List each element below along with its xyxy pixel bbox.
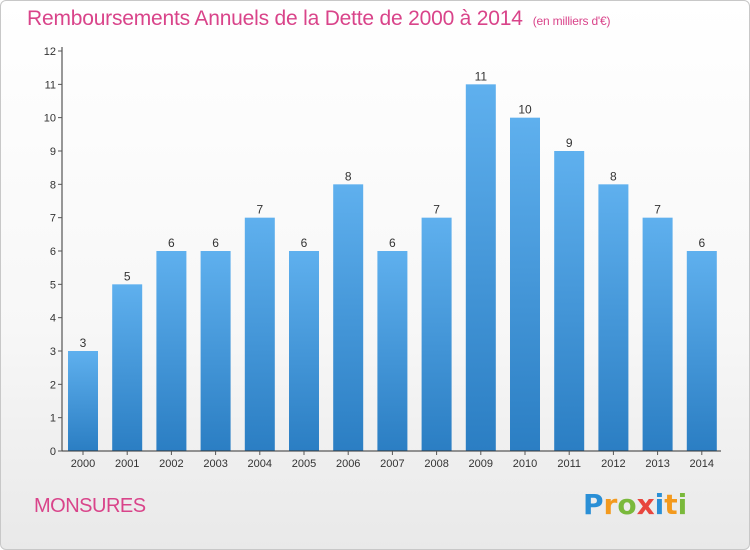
- chart-title: Remboursements Annuels de la Dette de 20…: [27, 7, 610, 31]
- x-tick-label: 2010: [513, 458, 537, 470]
- chart-title-text: Remboursements Annuels de la Dette de 20…: [27, 7, 523, 30]
- bar-value-label: 3: [80, 336, 87, 350]
- x-tick-label: 2013: [645, 458, 669, 470]
- bar: [554, 151, 585, 451]
- bar-value-label: 11: [475, 69, 488, 83]
- bar: [333, 184, 364, 452]
- bar: [289, 251, 319, 451]
- y-tick-label: 11: [45, 79, 56, 91]
- y-tick-label: 4: [50, 313, 56, 325]
- bar: [377, 251, 408, 451]
- y-tick-label: 0: [50, 446, 56, 458]
- chart-subtitle: (en milliers d'€): [532, 14, 611, 28]
- logo-letter: P: [583, 488, 604, 521]
- x-tick-label: 2000: [71, 458, 95, 470]
- y-tick-label: 8: [50, 179, 56, 191]
- bar: [642, 217, 673, 451]
- logo-letter: o: [617, 488, 637, 521]
- bar-value-label: 9: [566, 136, 573, 150]
- bars: 3 5 6 6 7 6 8 6 7 11 10 9 8 7 6: [68, 69, 717, 452]
- logo-letter: r: [603, 488, 618, 521]
- logo-letter: i: [677, 488, 688, 521]
- x-tick-label: 2001: [115, 458, 139, 470]
- x-tick-label: 2005: [292, 458, 316, 470]
- bar: [200, 251, 231, 451]
- y-tick-label: 5: [50, 279, 56, 291]
- bar: [686, 251, 717, 451]
- x-tick-label: 2008: [424, 458, 448, 470]
- bar: [598, 184, 629, 452]
- bar: [421, 217, 452, 451]
- logo-letter: i: [654, 488, 665, 521]
- bar-value-label: 8: [610, 169, 617, 183]
- bar-value-label: 7: [654, 203, 661, 217]
- bar: [244, 217, 275, 451]
- x-axis: 2000 2001 2002 2003 2004 2005 2006 2007 2008 2009…: [62, 450, 721, 470]
- bar-value-label: 6: [212, 236, 219, 250]
- x-tick-label: 2003: [203, 458, 227, 470]
- logo-letter: t: [664, 488, 678, 521]
- bar-value-label: 7: [433, 203, 440, 217]
- y-tick-label: 9: [50, 146, 56, 158]
- x-tick-label: 2014: [690, 458, 714, 470]
- proxiti-logo: Proxiti: [583, 488, 687, 521]
- x-tick-label: 2004: [248, 458, 272, 470]
- x-tick-label: 2012: [601, 458, 625, 470]
- bar: [156, 251, 187, 451]
- logo-letter: x: [636, 488, 655, 521]
- y-tick-label: 12: [44, 46, 56, 58]
- bar-value-label: 8: [345, 169, 352, 183]
- y-tick-label: 1: [50, 413, 56, 425]
- bar: [510, 117, 540, 452]
- x-tick-label: 2011: [557, 458, 581, 470]
- bar-value-label: 6: [301, 236, 308, 250]
- x-tick-label: 2009: [469, 458, 493, 470]
- bar-value-label: 6: [389, 236, 396, 250]
- bar-value-label: 6: [168, 236, 175, 250]
- bar-value-label: 6: [698, 236, 705, 250]
- y-tick-label: 10: [44, 113, 56, 125]
- bar-value-label: 7: [256, 203, 263, 217]
- x-tick-label: 2002: [159, 458, 183, 470]
- bar: [112, 284, 143, 451]
- y-tick-label: 2: [50, 379, 56, 391]
- x-tick-label: 2006: [336, 458, 360, 470]
- x-tick-label: 2007: [380, 458, 404, 470]
- y-tick-label: 3: [50, 346, 56, 358]
- y-tick-label: 7: [50, 213, 56, 225]
- y-tick-label: 6: [50, 246, 56, 258]
- commune-name: MONSURES: [34, 495, 146, 517]
- bar: [465, 84, 496, 451]
- bar-value-label: 5: [124, 269, 131, 283]
- bar-value-label: 10: [518, 103, 532, 117]
- bar: [68, 351, 98, 451]
